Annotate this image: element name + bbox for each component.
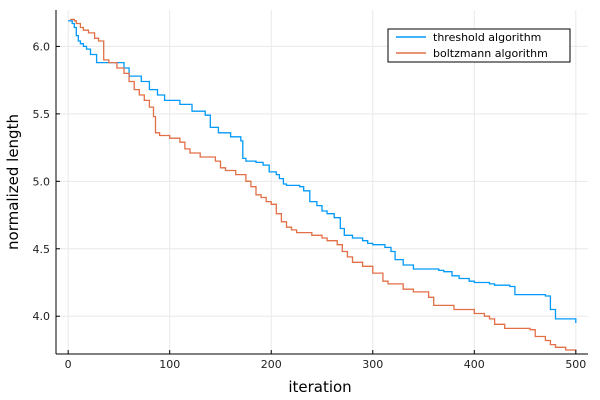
y-tick-label-4: 6.0 [33,40,51,53]
y-axis-title: normalized length [4,114,22,250]
legend-label-threshold: threshold algorithm [433,31,541,44]
x-tick-label-5: 500 [565,358,586,371]
legend: threshold algorithm boltzmann algorithm [388,29,570,62]
x-axis-title: iteration [288,378,351,396]
y-tick-label-1: 4.5 [33,243,51,256]
x-tick-label-4: 400 [464,358,485,371]
y-tick-label-3: 5.5 [33,108,51,121]
legend-label-boltzmann: boltzmann algorithm [433,47,548,60]
x-tick-label-1: 100 [159,358,180,371]
x-tick-label-2: 200 [261,358,282,371]
x-tick-label-0: 0 [65,358,72,371]
x-tick-label-3: 300 [362,358,383,371]
y-tick-label-0: 4.0 [33,310,51,323]
y-tick-label-2: 5.0 [33,175,51,188]
